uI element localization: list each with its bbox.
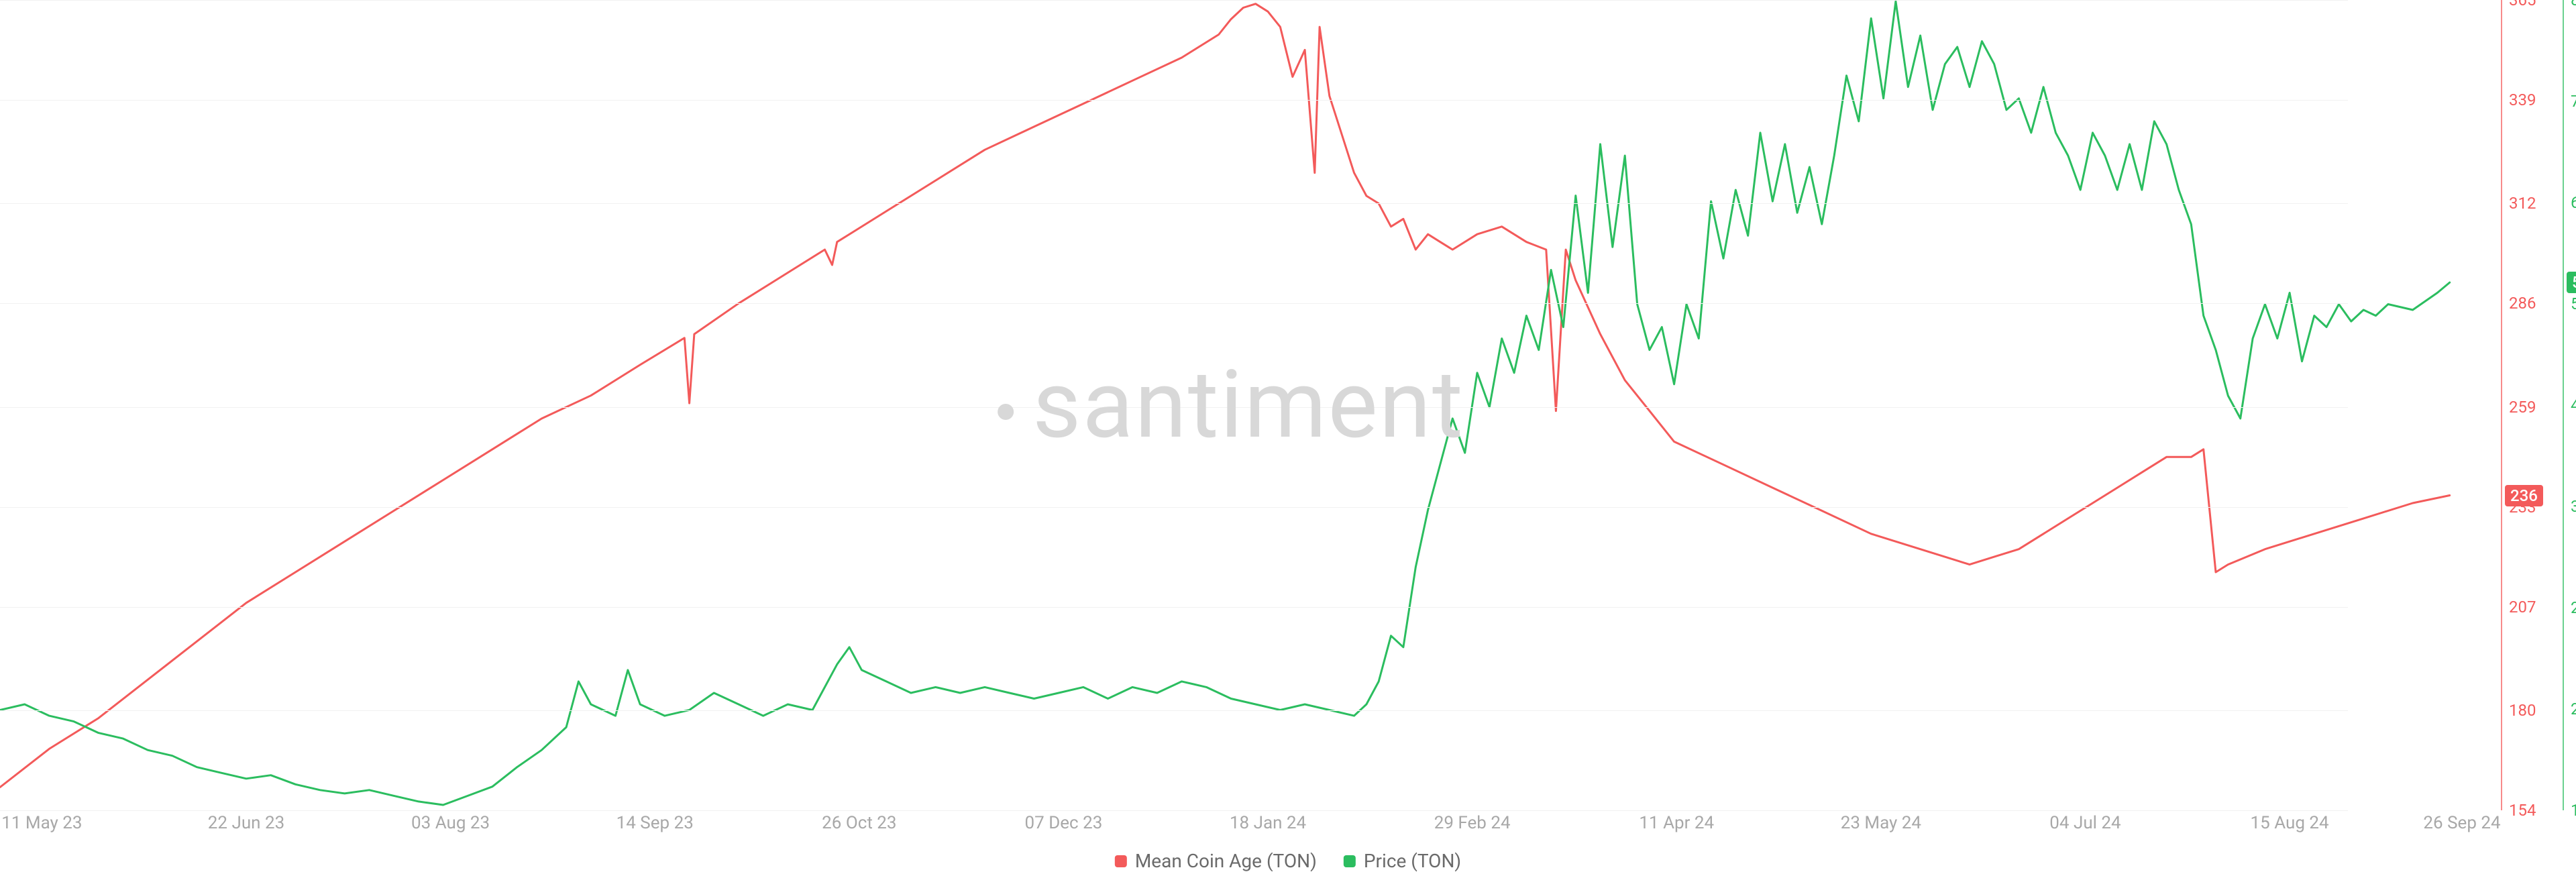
y-right-current-badge: 5.79: [2567, 272, 2576, 293]
grid-line: [0, 810, 2348, 811]
y-right-tick: 3.831: [2571, 497, 2576, 516]
grid-line: [0, 607, 2348, 608]
plot-svg: [0, 0, 2462, 810]
grid-line: [0, 303, 2348, 304]
y-left-current-badge: 236: [2505, 485, 2543, 506]
grid-line: [0, 100, 2348, 101]
legend-label: Mean Coin Age (TON): [1135, 850, 1317, 872]
y-right-tick: 5.603: [2571, 294, 2576, 313]
series-line: [0, 4, 2450, 787]
x-axis: 11 May 23 22 Jun 23 03 Aug 23 14 Sep 23 26 O…: [0, 813, 2576, 837]
x-tick-label: 07 Dec 23: [1025, 813, 1103, 833]
grid-line: [0, 507, 2348, 508]
legend-swatch-icon: [1115, 855, 1127, 867]
plot-area: santiment: [0, 0, 2462, 810]
legend-item[interactable]: Mean Coin Age (TON): [1115, 850, 1317, 872]
legend: Mean Coin Age (TON) Price (TON): [1115, 850, 1461, 872]
y-right-tick: 7.375: [2571, 92, 2576, 111]
x-tick-label: 03 Aug 23: [411, 813, 490, 833]
grid-line: [0, 407, 2348, 408]
x-tick-label: 18 Jan 24: [1230, 813, 1306, 833]
y-right-tick: 8.261: [2571, 0, 2576, 9]
x-tick-label: 29 Feb 24: [1434, 813, 1511, 833]
x-tick-label: 14 Sep 23: [616, 813, 694, 833]
grid-line: [0, 203, 2348, 204]
y-left-tick: 207: [2509, 598, 2536, 616]
y-left-tick: 259: [2509, 398, 2536, 417]
x-tick-label: 22 Jun 23: [208, 813, 284, 833]
chart-container: santiment 154180207233259286312339365236…: [0, 0, 2576, 872]
x-tick-label: 26 Sep 24: [2423, 813, 2500, 833]
legend-item[interactable]: Price (TON): [1344, 850, 1461, 872]
x-tick-label: 26 Oct 23: [822, 813, 896, 833]
y-left-rule: [2501, 0, 2502, 810]
grid-line: [0, 710, 2348, 711]
legend-swatch-icon: [1344, 855, 1356, 867]
legend-label: Price (TON): [1364, 850, 1461, 872]
x-tick-label: 11 Apr 24: [1639, 813, 1714, 833]
x-tick-label: 11 May 23: [1, 813, 82, 833]
y-left-tick: 339: [2509, 91, 2536, 109]
y-right-tick: 2.945: [2571, 598, 2576, 617]
series-line: [0, 1, 2450, 805]
y-right-rule: [2563, 0, 2564, 810]
grid-line: [0, 0, 2348, 1]
y-left-tick: 180: [2509, 701, 2536, 720]
x-tick-label: 15 Aug 24: [2251, 813, 2329, 833]
y-right-tick: 2.059: [2571, 700, 2576, 718]
x-tick-label: 04 Jul 24: [2049, 813, 2121, 833]
y-left-tick: 286: [2509, 294, 2536, 313]
y-right-tick: 6.489: [2571, 193, 2576, 212]
x-tick-label: 23 May 24: [1841, 813, 1921, 833]
y-left-tick: 312: [2509, 194, 2536, 213]
y-left-tick: 365: [2509, 0, 2536, 9]
y-right-tick: 4.717: [2571, 396, 2576, 415]
